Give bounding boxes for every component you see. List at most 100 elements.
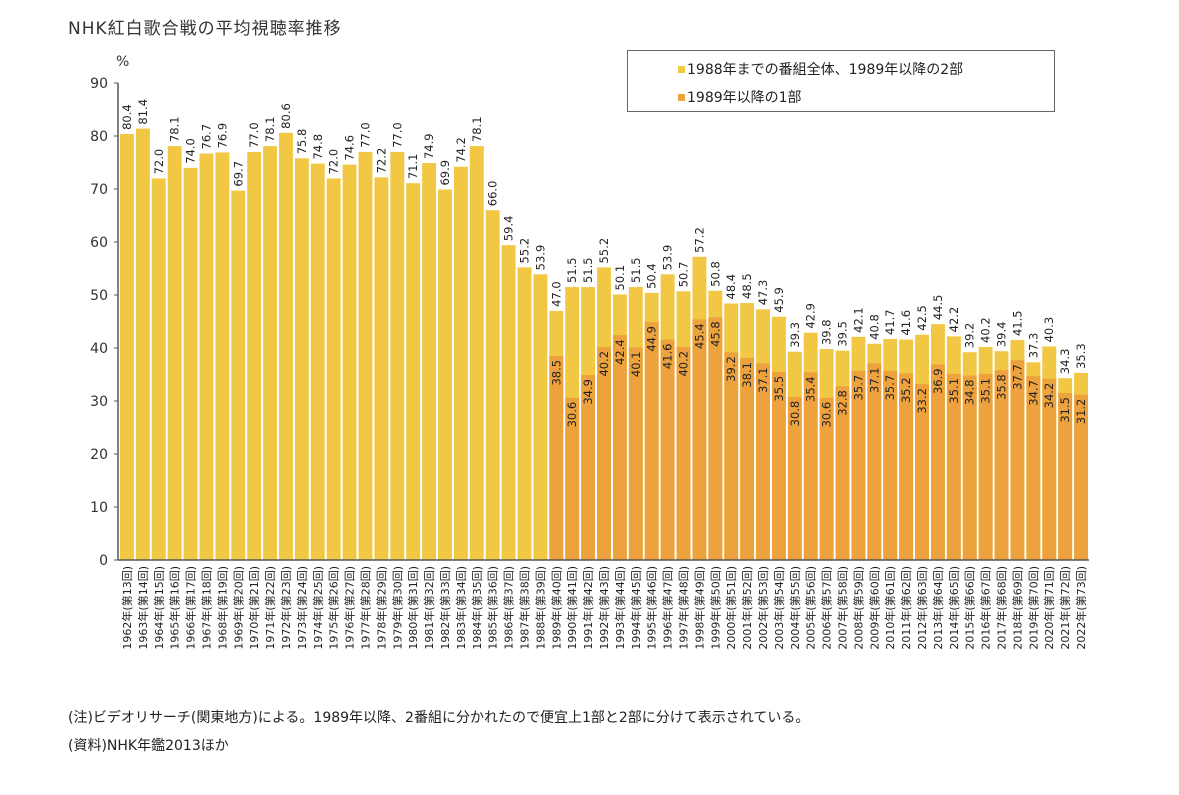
bar-lower — [899, 373, 914, 560]
bar-lower — [581, 375, 596, 560]
x-tick-label: 1966年(第17回) — [184, 566, 198, 650]
bar-upper — [310, 163, 325, 560]
x-tick-label: 1965年(第16回) — [168, 566, 182, 650]
data-label-upper: 41.6 — [899, 310, 913, 336]
data-label-lower: 32.8 — [836, 390, 850, 416]
legend: 1988年までの番組全体、1989年以降の2部 1989年以降の1部 — [627, 50, 1055, 112]
bar-lower — [978, 373, 993, 560]
bar-lower — [549, 355, 564, 560]
data-label-upper: 59.4 — [502, 216, 516, 242]
data-label-upper: 47.0 — [549, 281, 563, 307]
x-tick-label: 1997年(第48回) — [677, 566, 691, 650]
y-tick-label: 40 — [90, 341, 108, 357]
bar-upper — [374, 177, 389, 560]
bar-lower — [946, 373, 961, 560]
bar-lower — [1010, 360, 1025, 560]
data-label-lower: 34.8 — [963, 380, 977, 406]
data-label-lower: 37.7 — [1010, 364, 1024, 390]
x-tick-label: 2004年(第55回) — [788, 566, 802, 650]
bar-upper — [199, 153, 214, 561]
data-label-upper: 72.0 — [152, 149, 166, 175]
x-tick-label: 1984年(第35回) — [470, 566, 484, 650]
bar-upper — [120, 133, 134, 560]
bar-lower — [644, 322, 659, 560]
data-label-lower: 34.7 — [1026, 380, 1040, 406]
y-tick-label: 50 — [90, 288, 108, 304]
data-label-lower: 35.5 — [772, 376, 786, 402]
x-tick-label: 2020年(第71回) — [1042, 566, 1056, 650]
x-tick-label: 1987年(第38回) — [517, 566, 531, 650]
data-label-lower: 35.8 — [995, 374, 1009, 400]
data-label-lower: 39.2 — [724, 356, 738, 382]
data-label-upper: 50.8 — [708, 261, 722, 287]
data-label-upper: 53.9 — [661, 245, 675, 271]
data-label-upper: 53.9 — [533, 245, 547, 271]
data-label-upper: 77.0 — [390, 122, 404, 148]
data-label-upper: 55.2 — [517, 238, 531, 264]
data-label-upper: 78.1 — [263, 116, 277, 142]
data-label-lower: 35.4 — [804, 376, 818, 402]
x-tick-label: 1985年(第36回) — [486, 566, 500, 650]
x-tick-label: 1986年(第37回) — [502, 566, 516, 650]
x-tick-label: 2013年(第64回) — [931, 566, 945, 650]
x-tick-label: 2015年(第66回) — [963, 566, 977, 650]
data-label-lower: 34.9 — [581, 379, 595, 405]
x-tick-label: 1982年(第33回) — [438, 566, 452, 650]
data-label-lower: 30.8 — [788, 401, 802, 427]
data-label-lower: 38.1 — [740, 362, 754, 388]
y-tick-label: 0 — [99, 553, 108, 569]
data-label-lower: 42.4 — [613, 339, 627, 365]
x-tick-label: 2022年(第73回) — [1074, 566, 1088, 650]
data-label-upper: 42.9 — [804, 303, 818, 329]
data-label-lower: 31.2 — [1074, 399, 1088, 425]
data-label-upper: 39.3 — [788, 322, 802, 348]
bar-upper — [469, 146, 484, 560]
bar-upper — [358, 151, 373, 560]
data-label-upper: 72.0 — [327, 149, 341, 175]
data-label-lower: 35.7 — [851, 375, 865, 401]
data-label-upper: 77.0 — [358, 122, 372, 148]
data-label-upper: 39.2 — [963, 323, 977, 349]
x-tick-label: 2018年(第69回) — [1010, 566, 1024, 650]
data-label-lower: 35.2 — [899, 377, 913, 403]
bar-lower — [787, 396, 802, 560]
bar-upper — [151, 178, 166, 560]
bar-lower — [915, 384, 929, 560]
x-tick-label: 1963年(第14回) — [136, 566, 150, 650]
data-label-upper: 35.3 — [1074, 343, 1088, 369]
data-label-lower: 31.5 — [1058, 397, 1072, 423]
data-label-lower: 40.1 — [629, 351, 643, 377]
x-tick-label: 1993年(第44回) — [613, 566, 627, 650]
data-label-upper: 75.8 — [295, 129, 309, 155]
x-tick-label: 1967年(第18回) — [199, 566, 213, 650]
x-axis-labels: 1962年(第13回) 1963年(第14回) 1964年(第15回) 1965年(第… — [120, 566, 1088, 650]
bar-upper — [167, 146, 182, 560]
bar-upper — [279, 132, 293, 560]
data-label-upper: 40.3 — [1042, 317, 1056, 343]
x-tick-label: 1983年(第34回) — [454, 566, 468, 650]
data-label-lower: 35.1 — [947, 378, 961, 404]
data-label-lower: 36.9 — [931, 368, 945, 394]
data-label-upper: 66.0 — [486, 181, 500, 207]
source-note: (資料)NHK年鑑2013ほか — [68, 738, 229, 754]
x-tick-label: 2001年(第52回) — [740, 566, 754, 650]
data-label-lower: 45.4 — [692, 323, 706, 349]
bar-lower — [851, 370, 866, 560]
data-label-upper: 44.5 — [931, 295, 945, 321]
bar-lower — [994, 370, 1009, 560]
data-label-upper: 71.1 — [406, 154, 420, 180]
bar-lower — [1042, 378, 1057, 560]
data-label-upper: 51.5 — [629, 257, 643, 283]
y-axis: 0 10 20 30 40 50 60 70 80 90 — [90, 76, 1089, 569]
legend-label-upper: 1988年までの番組全体、1989年以降の2部 — [687, 62, 964, 78]
x-tick-label: 2011年(第62回) — [899, 566, 913, 650]
data-label-upper: 74.8 — [311, 134, 325, 160]
x-tick-label: 2017年(第68回) — [995, 566, 1009, 650]
bar-lower — [708, 317, 723, 560]
x-tick-label: 1978年(第29回) — [374, 566, 388, 650]
bar-lower — [597, 346, 611, 560]
x-tick-label: 1972年(第23回) — [279, 566, 293, 650]
data-label-upper: 41.7 — [883, 309, 897, 335]
x-tick-label: 2009年(第60回) — [867, 566, 881, 650]
y-tick-label: 70 — [90, 182, 108, 198]
